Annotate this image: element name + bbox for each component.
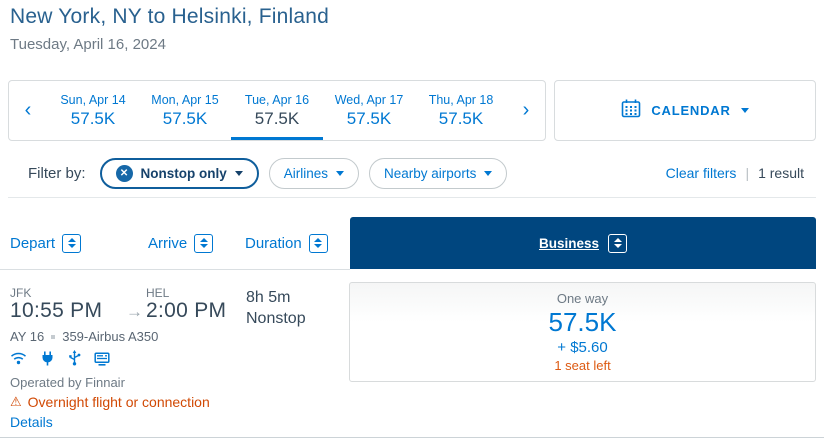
- date-tab-price: 57.5K: [70, 108, 116, 128]
- date-strip: ‹ Sun, Apr 14 57.5K Mon, Apr 15 57.5K Tu…: [8, 80, 816, 141]
- sort-up-icon: [199, 238, 208, 242]
- date-tab-mon-apr-15[interactable]: Mon, Apr 15 57.5K: [139, 81, 231, 140]
- filter-pill-label: Nonstop only: [140, 165, 227, 181]
- date-tab-price: 57.5K: [346, 108, 392, 128]
- depart-time: 10:55 PM: [10, 299, 103, 322]
- depart-label: Depart: [10, 234, 56, 252]
- date-tabs-box: ‹ Sun, Apr 14 57.5K Mon, Apr 15 57.5K Tu…: [8, 80, 546, 141]
- filter-pill-airlines[interactable]: Airlines: [268, 157, 360, 189]
- date-tab-wed-apr-17[interactable]: Wed, Apr 17 57.5K: [323, 81, 415, 140]
- business-cabin-link[interactable]: Business: [538, 235, 600, 251]
- page-title: New York, NY to Helsinki, Finland: [10, 5, 330, 28]
- duration-column-header: Duration: [245, 217, 328, 269]
- chevron-down-icon: [740, 108, 749, 113]
- date-tab-price: 57.5K: [254, 108, 300, 128]
- previous-dates-button[interactable]: ‹: [9, 81, 47, 140]
- date-tab-price: 57.5K: [438, 108, 484, 128]
- depart-column-header: Depart: [10, 217, 82, 269]
- calendar-icon: [621, 99, 641, 123]
- date-tab-label: Wed, Apr 17: [334, 92, 404, 107]
- wifi-icon: [10, 351, 27, 365]
- chevron-down-icon: [484, 170, 493, 176]
- date-tabs: Sun, Apr 14 57.5K Mon, Apr 15 57.5K Tue,…: [47, 81, 507, 140]
- remove-filter-icon[interactable]: ✕: [115, 164, 133, 182]
- fare-taxes: + $5.60: [557, 339, 608, 356]
- warning-text: Overnight flight or connection: [27, 394, 210, 410]
- chevron-down-icon: [336, 170, 345, 176]
- date-tab-sun-apr-14[interactable]: Sun, Apr 14 57.5K: [47, 81, 139, 140]
- destination-airport-code: HEL: [146, 286, 170, 300]
- filter-bar: Filter by: ✕ Nonstop only Airlines Nearb…: [8, 149, 816, 198]
- seats-left-badge: 1 seat left: [554, 358, 611, 373]
- origin-airport-code: JFK: [10, 286, 32, 300]
- amenities: [10, 350, 110, 366]
- filter-by-label: Filter by:: [28, 164, 86, 182]
- filter-pills: ✕ Nonstop only Airlines Nearby airports: [99, 157, 508, 189]
- results-column-headers: Depart Arrive Duration: [0, 217, 350, 270]
- arrive-label: Arrive: [148, 234, 188, 252]
- aircraft-type: 359-Airbus A350: [62, 329, 159, 344]
- arrow-right-icon: →: [126, 302, 143, 321]
- flight-meta: AY 16 359-Airbus A350: [10, 329, 158, 344]
- calendar-label: CALENDAR: [651, 103, 731, 118]
- details-link[interactable]: Details: [10, 414, 53, 430]
- sort-up-icon: [67, 238, 76, 242]
- date-tab-label: Mon, Apr 15: [151, 92, 219, 107]
- flight-number: AY 16: [10, 329, 45, 344]
- result-count: 1 result: [758, 165, 804, 181]
- date-tab-thu-apr-18[interactable]: Thu, Apr 18 57.5K: [415, 81, 507, 140]
- clear-filters-link[interactable]: Clear filters: [665, 165, 737, 181]
- stops-value: Nonstop: [246, 310, 306, 327]
- duration-value: 8h 5m: [246, 289, 291, 306]
- overnight-warning: ⚠ Overnight flight or connection: [10, 394, 210, 410]
- filter-pill-label: Nearby airports: [384, 165, 477, 181]
- date-tab-label: Tue, Apr 16: [244, 92, 310, 107]
- duration-cell: 8h 5m Nonstop: [246, 287, 306, 329]
- next-dates-button[interactable]: ›: [507, 81, 545, 140]
- warning-triangle-icon: ⚠: [10, 394, 22, 409]
- sort-down-icon: [613, 244, 622, 248]
- date-tab-label: Thu, Apr 18: [428, 92, 494, 107]
- sort-down-icon: [314, 244, 323, 248]
- divider: |: [745, 165, 750, 181]
- duration-sort-button[interactable]: [308, 233, 328, 253]
- arrive-column-header: Arrive: [148, 217, 214, 269]
- arrive-sort-button[interactable]: [194, 233, 214, 253]
- entertainment-icon: [94, 351, 110, 366]
- filter-summary: Clear filters | 1 result: [666, 165, 816, 181]
- calendar-button[interactable]: CALENDAR: [554, 80, 816, 141]
- separator-square-icon: [51, 334, 56, 339]
- filter-pill-nonstop-only[interactable]: ✕ Nonstop only: [99, 157, 259, 189]
- sort-up-icon: [613, 238, 622, 242]
- fare-miles: 57.5K: [548, 307, 617, 337]
- chevron-down-icon: [234, 170, 243, 176]
- sort-down-icon: [67, 244, 76, 248]
- date-tab-price: 57.5K: [162, 108, 208, 128]
- depart-sort-button[interactable]: [62, 233, 82, 253]
- fare-type-label: One way: [556, 291, 609, 306]
- sort-up-icon: [314, 238, 323, 242]
- filter-pill-label: Airlines: [283, 165, 329, 181]
- power-icon: [40, 351, 55, 366]
- business-column-header: Business: [350, 217, 816, 269]
- row-divider: [0, 437, 824, 438]
- usb-icon: [68, 350, 81, 366]
- page-date-subtitle: Tuesday, April 16, 2024: [10, 36, 166, 53]
- filter-pill-nearby-airports[interactable]: Nearby airports: [369, 157, 508, 189]
- sort-down-icon: [199, 244, 208, 248]
- duration-label: Duration: [245, 234, 302, 252]
- business-fare-card[interactable]: One way 57.5K + $5.60 1 seat left: [349, 282, 816, 382]
- business-sort-button[interactable]: [608, 233, 628, 253]
- date-tab-tue-apr-16-selected[interactable]: Tue, Apr 16 57.5K: [231, 81, 323, 140]
- date-tab-label: Sun, Apr 14: [60, 92, 126, 107]
- operated-by-text: Operated by Finnair: [10, 375, 125, 390]
- arrive-time: 2:00 PM: [146, 299, 227, 322]
